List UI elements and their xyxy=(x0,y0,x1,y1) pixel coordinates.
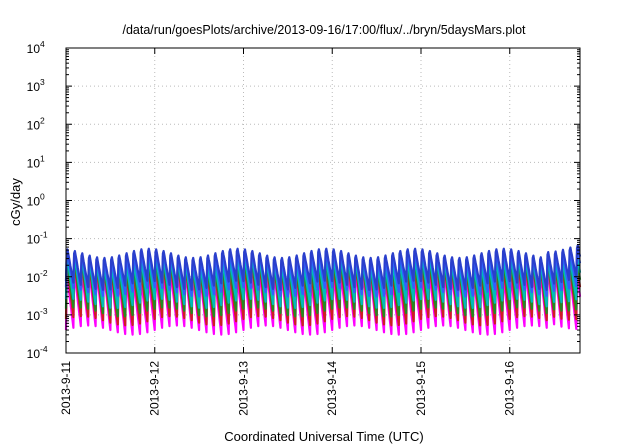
y-tick-base: 10 xyxy=(27,156,41,170)
x-tick-label: 2013-9-12 xyxy=(148,361,162,416)
y-tick-base: 10 xyxy=(27,195,41,209)
y-tick-base: 10 xyxy=(27,233,41,247)
y-tick-label: 10 xyxy=(27,80,41,94)
y-tick-exponent: 3 xyxy=(40,77,45,87)
y-tick-label: 10 xyxy=(27,309,41,323)
y-tick-exponent: -2 xyxy=(40,268,48,278)
series-layer xyxy=(64,244,582,336)
y-tick-exponent: -4 xyxy=(40,344,48,354)
y-tick-base: 10 xyxy=(27,347,41,361)
x-axis: 2013-9-11 2013-9-12 2013-9-13 2013-9-14 2013… xyxy=(59,48,517,416)
y-tick-base: 10 xyxy=(27,118,41,132)
y-tick-base: 10 xyxy=(27,271,41,285)
x-tick-label: 2013-9-14 xyxy=(325,361,339,416)
x-tick-label: 2013-9-13 xyxy=(236,361,250,416)
y-tick-label: 10 xyxy=(27,271,41,285)
y-tick-exponent: -1 xyxy=(40,230,48,240)
y-axis-label: cGy/day xyxy=(8,178,23,226)
x-tick-label: 2013-9-15 xyxy=(414,361,428,416)
y-tick-label: 10 xyxy=(27,42,41,56)
y-tick-label: 10 xyxy=(27,233,41,247)
y-tick-base: 10 xyxy=(27,80,41,94)
series-line xyxy=(64,270,582,336)
y-tick-base: 10 xyxy=(27,309,41,323)
x-axis-label: Coordinated Universal Time (UTC) xyxy=(224,429,423,444)
y-tick-base: 10 xyxy=(27,42,41,56)
y-tick-exponent: 1 xyxy=(40,153,45,163)
series-line xyxy=(64,257,582,309)
y-tick-label: 10 xyxy=(27,118,41,132)
x-tick-label: 2013-9-11 xyxy=(59,361,73,415)
y-tick-label: 10 xyxy=(27,156,41,170)
y-tick-label: 10 xyxy=(27,195,41,209)
y-tick-exponent: -3 xyxy=(40,306,48,316)
series-line xyxy=(64,244,582,291)
x-tick-label: 2013-9-16 xyxy=(503,361,517,416)
y-tick-label: 10 xyxy=(27,347,41,361)
y-tick-exponent: 2 xyxy=(40,115,45,125)
chart-title: /data/run/goesPlots/archive/2013-09-16/1… xyxy=(122,23,526,37)
y-tick-exponent: 4 xyxy=(40,39,45,49)
y-tick-exponent: 0 xyxy=(40,192,45,202)
